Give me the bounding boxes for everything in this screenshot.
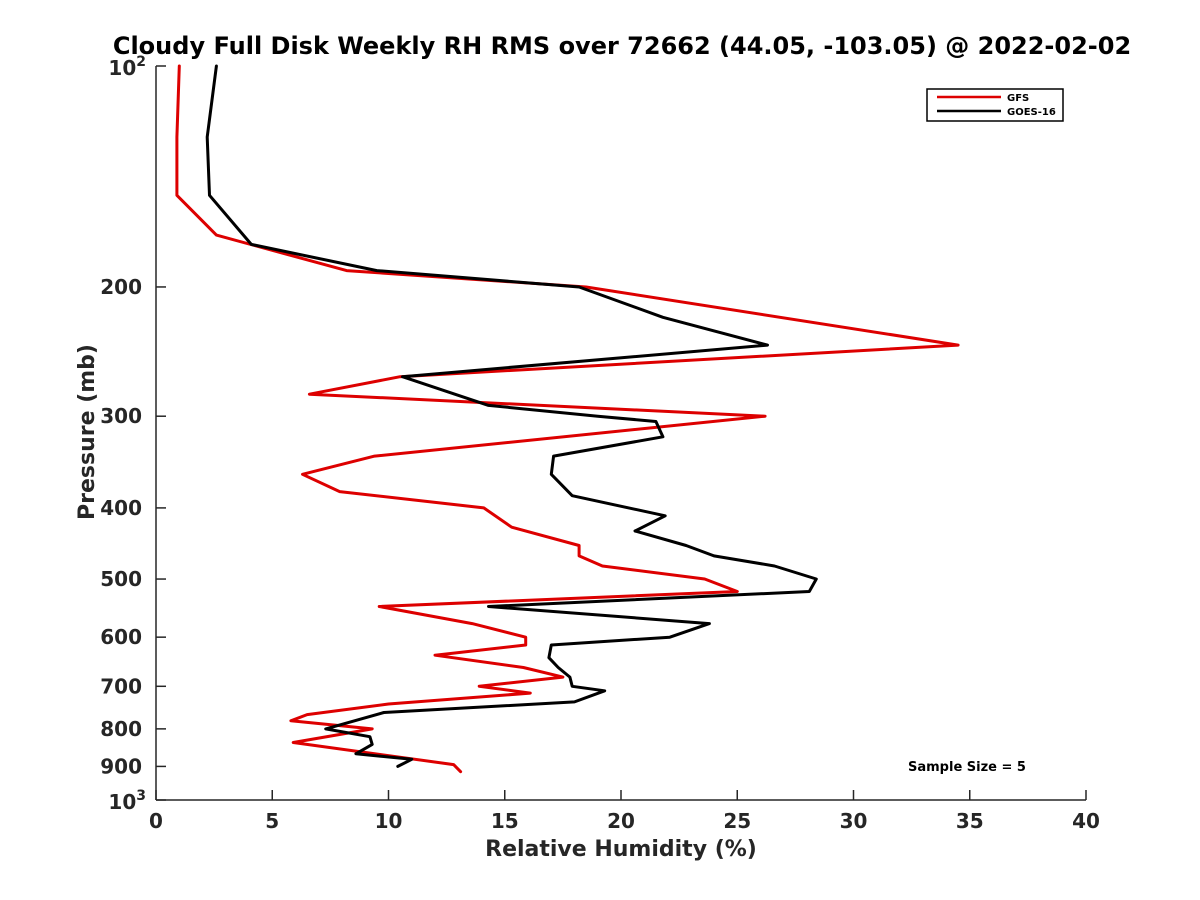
y-tick-label: 600 bbox=[100, 625, 142, 649]
x-tick-label: 35 bbox=[956, 809, 984, 833]
plot-series bbox=[175, 64, 960, 774]
series-line-gfs bbox=[175, 64, 960, 774]
x-tick-label: 10 bbox=[375, 809, 403, 833]
axes bbox=[155, 65, 1087, 801]
y-tick-label: 700 bbox=[100, 674, 142, 698]
legend-label: GOES-16 bbox=[1007, 107, 1056, 118]
x-tick-label: 5 bbox=[265, 809, 279, 833]
y-tick-label-bottom: 103 bbox=[108, 788, 146, 814]
y-tick-label: 800 bbox=[100, 717, 142, 741]
series-line-goes-16 bbox=[205, 64, 818, 768]
x-tick-label: 15 bbox=[491, 809, 519, 833]
y-tick-label-top: 102 bbox=[108, 54, 146, 80]
x-tick-label: 40 bbox=[1072, 809, 1100, 833]
sample-size-annotation: Sample Size = 5 bbox=[908, 760, 1026, 775]
x-axis-label: Relative Humidity (%) bbox=[485, 837, 757, 862]
legend-label: GFS bbox=[1007, 93, 1029, 104]
y-tick-label: 200 bbox=[100, 275, 142, 299]
tick-labels: 0 5 10 15 20 25 30 35 40 200 300 400 500 600 700 800 900… bbox=[100, 54, 1100, 833]
x-tick-label: 25 bbox=[723, 809, 751, 833]
y-tick-label: 500 bbox=[100, 567, 142, 591]
y-tick-label: 400 bbox=[100, 496, 142, 520]
y-tick-label: 900 bbox=[100, 754, 142, 778]
legend-box bbox=[926, 88, 1064, 122]
chart-title: Cloudy Full Disk Weekly RH RMS over 7266… bbox=[113, 32, 1131, 60]
x-tick-label: 0 bbox=[149, 809, 163, 833]
legend: GFS GOES-16 bbox=[926, 88, 1064, 122]
x-tick-label: 20 bbox=[607, 809, 635, 833]
x-tick-label: 30 bbox=[840, 809, 868, 833]
y-tick-label: 300 bbox=[100, 404, 142, 428]
y-axis-label: Pressure (mb) bbox=[75, 344, 100, 520]
